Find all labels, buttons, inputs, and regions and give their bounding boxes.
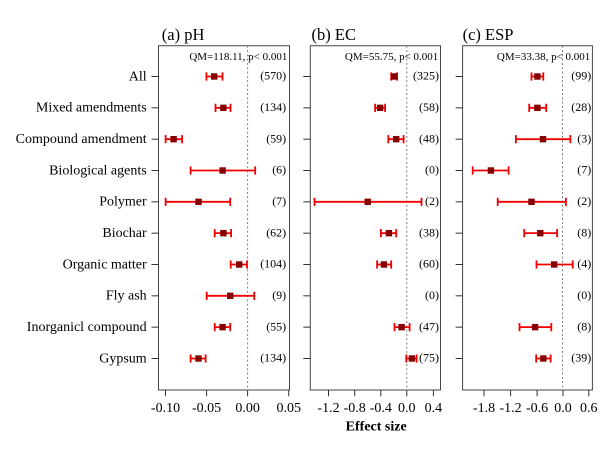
svg-text:(c) ESP: (c) ESP xyxy=(463,25,514,44)
svg-text:0.05: 0.05 xyxy=(276,401,301,416)
svg-text:(7): (7) xyxy=(577,163,591,177)
svg-text:(2): (2) xyxy=(425,194,439,208)
svg-text:(8): (8) xyxy=(577,319,591,333)
svg-text:(58): (58) xyxy=(419,100,439,114)
svg-text:(0): (0) xyxy=(425,163,439,177)
svg-text:Polymer: Polymer xyxy=(99,195,147,210)
svg-text:0.0: 0.0 xyxy=(554,401,572,416)
svg-text:QM=33.38, p< 0.001: QM=33.38, p< 0.001 xyxy=(497,51,590,63)
svg-text:(a) pH: (a) pH xyxy=(162,25,205,44)
svg-text:Biochar: Biochar xyxy=(102,226,147,241)
svg-text:-0.4: -0.4 xyxy=(370,401,392,416)
svg-text:Biological agents: Biological agents xyxy=(49,163,147,178)
svg-text:(62): (62) xyxy=(266,225,286,239)
svg-text:(75): (75) xyxy=(419,351,439,365)
svg-text:-1.8: -1.8 xyxy=(473,401,495,416)
svg-text:Effect size: Effect size xyxy=(346,420,407,435)
svg-text:(0): (0) xyxy=(577,288,591,302)
svg-text:(6): (6) xyxy=(272,163,286,177)
svg-text:(55): (55) xyxy=(266,319,286,333)
svg-text:(47): (47) xyxy=(419,319,439,333)
svg-text:(99): (99) xyxy=(571,69,591,83)
svg-text:-1.2: -1.2 xyxy=(500,401,522,416)
svg-text:(0): (0) xyxy=(425,288,439,302)
svg-text:Gypsum: Gypsum xyxy=(99,351,147,366)
svg-text:(134): (134) xyxy=(260,351,286,365)
svg-text:(2): (2) xyxy=(577,194,591,208)
svg-text:0.00: 0.00 xyxy=(235,401,260,416)
svg-text:(48): (48) xyxy=(419,131,439,145)
svg-text:0.6: 0.6 xyxy=(580,401,598,416)
svg-text:-1.2: -1.2 xyxy=(317,401,339,416)
svg-text:(8): (8) xyxy=(577,225,591,239)
svg-text:-0.6: -0.6 xyxy=(526,401,548,416)
svg-text:(104): (104) xyxy=(260,257,286,271)
svg-text:(39): (39) xyxy=(571,351,591,365)
svg-text:-0.10: -0.10 xyxy=(151,401,180,416)
svg-text:(59): (59) xyxy=(266,131,286,145)
svg-text:(570): (570) xyxy=(260,69,286,83)
svg-text:(4): (4) xyxy=(577,257,591,271)
svg-text:Organic matter: Organic matter xyxy=(63,257,147,272)
svg-text:(b) EC: (b) EC xyxy=(312,25,356,44)
svg-text:(9): (9) xyxy=(272,288,286,302)
svg-text:Mixed amendments: Mixed amendments xyxy=(36,101,147,116)
svg-text:(134): (134) xyxy=(260,100,286,114)
svg-text:QM=55.75, p< 0.001: QM=55.75, p< 0.001 xyxy=(345,51,438,63)
svg-text:Inorganicl compound: Inorganicl compound xyxy=(27,320,147,335)
svg-text:All: All xyxy=(129,69,147,84)
svg-text:-0.05: -0.05 xyxy=(192,401,221,416)
svg-text:(3): (3) xyxy=(577,131,591,145)
svg-text:(7): (7) xyxy=(272,194,286,208)
svg-text:QM=118.11, p< 0.001: QM=118.11, p< 0.001 xyxy=(189,51,287,63)
svg-text:(38): (38) xyxy=(419,225,439,239)
svg-text:-0.8: -0.8 xyxy=(344,401,366,416)
svg-text:(28): (28) xyxy=(571,100,591,114)
svg-text:0.0: 0.0 xyxy=(398,401,416,416)
svg-text:(325): (325) xyxy=(413,69,439,83)
svg-text:0.4: 0.4 xyxy=(425,401,443,416)
svg-text:Compound amendment: Compound amendment xyxy=(16,132,147,147)
svg-text:Fly ash: Fly ash xyxy=(106,289,147,304)
svg-text:(60): (60) xyxy=(419,257,439,271)
